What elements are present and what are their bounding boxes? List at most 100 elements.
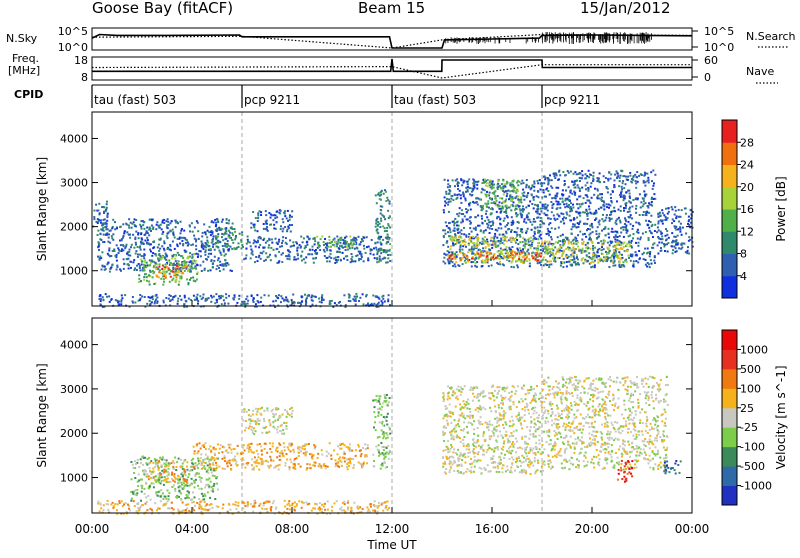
power-cell	[254, 229, 256, 231]
power-cell	[281, 245, 283, 247]
power-cell	[651, 180, 653, 182]
power-cell	[579, 188, 581, 190]
power-cell	[494, 235, 496, 237]
velocity-cell	[137, 459, 139, 461]
power-cell	[166, 267, 168, 269]
power-cell	[515, 212, 517, 214]
power-cell	[143, 255, 145, 257]
power-cell	[492, 224, 494, 226]
power-cell	[346, 259, 348, 261]
power-cell	[614, 179, 616, 181]
power-cell	[603, 204, 605, 206]
power-cell	[540, 249, 542, 251]
power-cell	[671, 222, 673, 224]
velocity-cell	[203, 498, 205, 500]
power-cell	[534, 231, 536, 233]
power-cell	[330, 257, 332, 259]
velocity-cell	[323, 464, 325, 466]
power-cell	[196, 296, 198, 298]
velocity-cell	[163, 463, 165, 465]
power-cell	[557, 236, 559, 238]
power-cell	[622, 261, 624, 263]
power-cell	[588, 170, 590, 172]
power-cell	[314, 296, 316, 298]
power-cell	[592, 266, 594, 268]
power-cell	[545, 245, 547, 247]
power-cell	[485, 247, 487, 249]
power-cell	[560, 235, 562, 237]
power-cell	[573, 173, 575, 175]
power-cell	[201, 235, 203, 237]
velocity-cell	[136, 494, 138, 496]
velocity-cell	[149, 467, 151, 469]
power-cell	[612, 261, 614, 263]
power-cell	[235, 236, 237, 238]
velocity-cell	[160, 489, 162, 491]
power-cell	[500, 227, 502, 229]
power-cell	[282, 230, 284, 232]
power-cell	[99, 295, 101, 297]
power-cell	[588, 256, 590, 258]
velocity-cell	[246, 447, 248, 449]
power-cell	[536, 252, 538, 254]
power-cell	[163, 273, 165, 275]
power-cell	[238, 298, 240, 300]
velocity-cell	[200, 457, 202, 459]
power-cell	[225, 230, 227, 232]
velocity-cell	[199, 479, 201, 481]
power-cell	[193, 253, 195, 255]
power-cell	[293, 259, 295, 261]
power-cell	[205, 242, 207, 244]
power-cell	[282, 252, 284, 254]
velocity-cell	[134, 477, 136, 479]
power-cell	[551, 248, 553, 250]
power-cell	[257, 260, 259, 262]
power-cell	[615, 222, 617, 224]
power-cell	[590, 202, 592, 204]
power-cell	[128, 251, 130, 253]
power-cell	[582, 174, 584, 176]
power-cell	[618, 185, 620, 187]
power-cell	[522, 205, 524, 207]
power-cell	[220, 252, 222, 254]
power-cell	[644, 174, 646, 176]
noise-left-tick-label: 10^0	[58, 41, 88, 54]
power-cell	[138, 274, 140, 276]
power-cell	[269, 254, 271, 256]
power-cell	[389, 254, 391, 256]
power-cell	[530, 221, 532, 223]
power-cell	[467, 209, 469, 211]
power-cell	[572, 207, 574, 209]
power-cell	[197, 300, 199, 302]
power-cell	[663, 214, 665, 216]
power-cell	[309, 253, 311, 255]
power-cell	[464, 198, 466, 200]
power-cell	[527, 249, 529, 251]
power-cell	[387, 210, 389, 212]
power-cell	[506, 250, 508, 252]
power-cell	[358, 236, 360, 238]
power-cell	[690, 209, 692, 211]
power-cell	[499, 263, 501, 265]
velocity-cell	[285, 465, 287, 467]
power-cell	[472, 182, 474, 184]
velocity-cell	[175, 496, 177, 498]
power-cell	[142, 224, 144, 226]
power-cell	[574, 261, 576, 263]
power-cell	[620, 244, 622, 246]
power-cell	[503, 202, 505, 204]
power-cell	[482, 205, 484, 207]
velocity-cell	[325, 467, 327, 469]
power-cell	[629, 195, 631, 197]
velocity-cell	[367, 444, 369, 446]
power-cell	[228, 236, 230, 238]
power-cell	[201, 270, 203, 272]
power-cell	[503, 264, 505, 266]
power-cell	[497, 205, 499, 207]
velocity-cell	[168, 498, 170, 500]
power-cell	[500, 187, 502, 189]
power-cell	[520, 250, 522, 252]
velocity-cell	[227, 452, 229, 454]
power-cell	[231, 228, 233, 230]
power-cell	[389, 249, 391, 251]
